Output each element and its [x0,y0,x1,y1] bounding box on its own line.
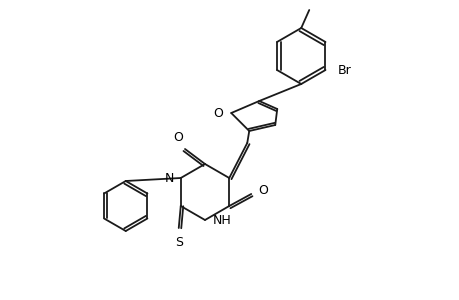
Text: Br: Br [337,64,351,76]
Text: N: N [164,172,174,184]
Text: S: S [174,236,182,249]
Text: NH: NH [213,214,231,226]
Text: O: O [257,184,268,197]
Text: O: O [213,106,223,119]
Text: O: O [173,131,183,144]
